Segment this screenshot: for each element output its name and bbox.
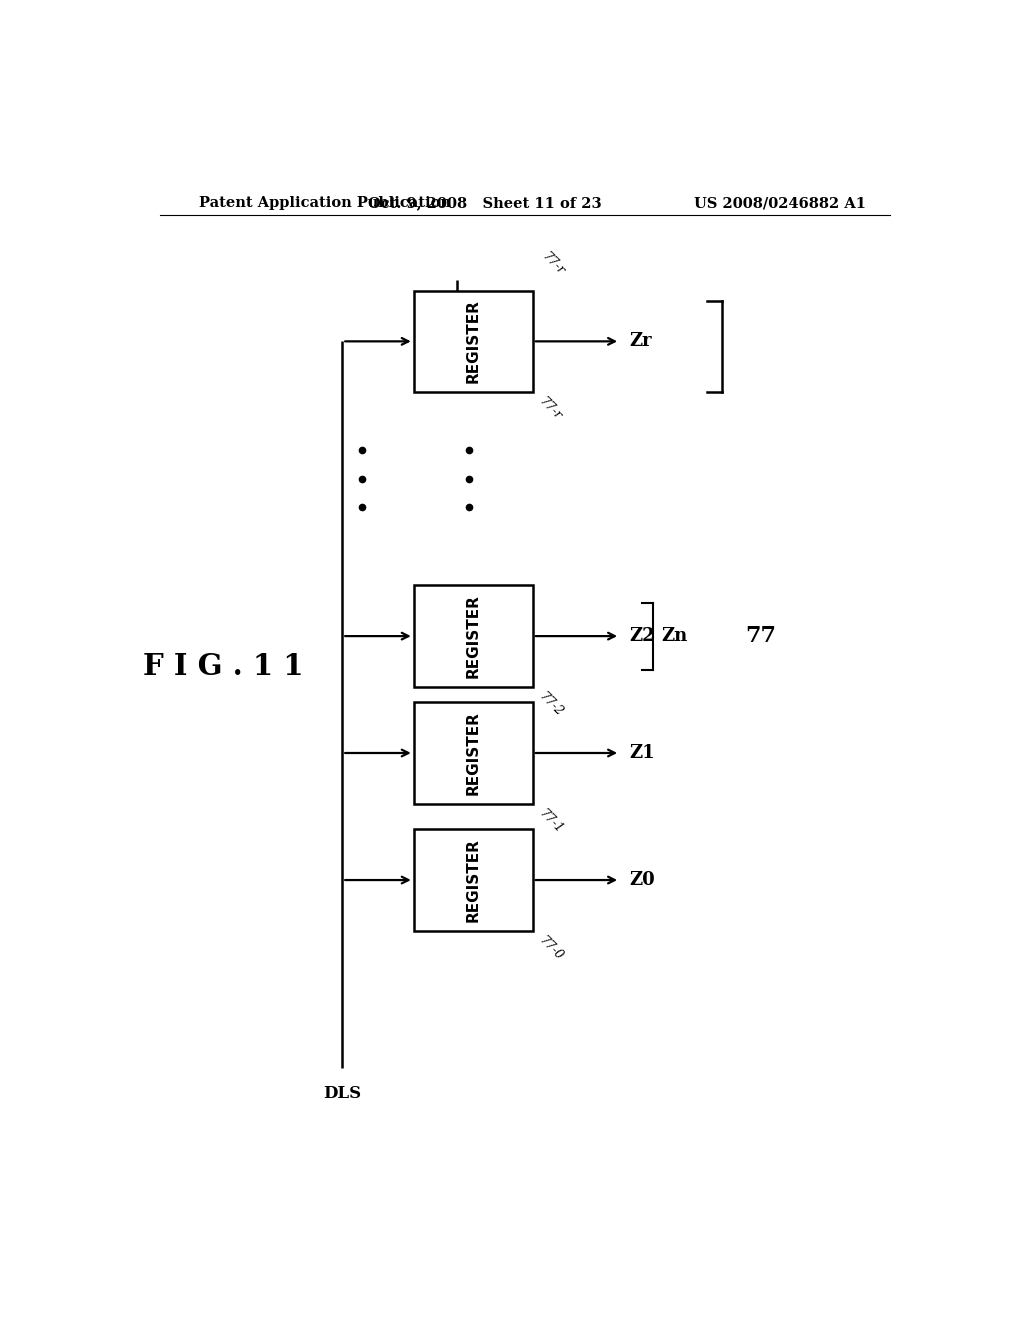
Text: REGISTER: REGISTER <box>466 300 480 383</box>
Text: Z0: Z0 <box>630 871 655 890</box>
Text: REGISTER: REGISTER <box>466 711 480 795</box>
Bar <box>414 585 532 686</box>
Text: Patent Application Publication: Patent Application Publication <box>200 197 452 210</box>
Text: 77-1: 77-1 <box>536 807 565 836</box>
Text: Z1: Z1 <box>630 744 655 762</box>
Bar <box>414 829 532 931</box>
Text: DLS: DLS <box>324 1085 361 1102</box>
Text: 77-2: 77-2 <box>536 690 565 719</box>
Text: 77-r: 77-r <box>536 395 563 422</box>
Text: Zn: Zn <box>662 627 687 645</box>
Text: F I G . 1 1: F I G . 1 1 <box>143 652 303 681</box>
Text: 77-0: 77-0 <box>536 935 565 964</box>
Text: Zr: Zr <box>630 333 652 350</box>
Text: 77: 77 <box>745 626 776 647</box>
Bar <box>414 290 532 392</box>
Text: REGISTER: REGISTER <box>466 594 480 678</box>
Text: 77-r: 77-r <box>539 249 567 277</box>
Bar <box>414 702 532 804</box>
Text: US 2008/0246882 A1: US 2008/0246882 A1 <box>694 197 866 210</box>
Text: Oct. 9, 2008   Sheet 11 of 23: Oct. 9, 2008 Sheet 11 of 23 <box>369 197 602 210</box>
Text: REGISTER: REGISTER <box>466 838 480 921</box>
Text: Z2: Z2 <box>630 627 655 645</box>
